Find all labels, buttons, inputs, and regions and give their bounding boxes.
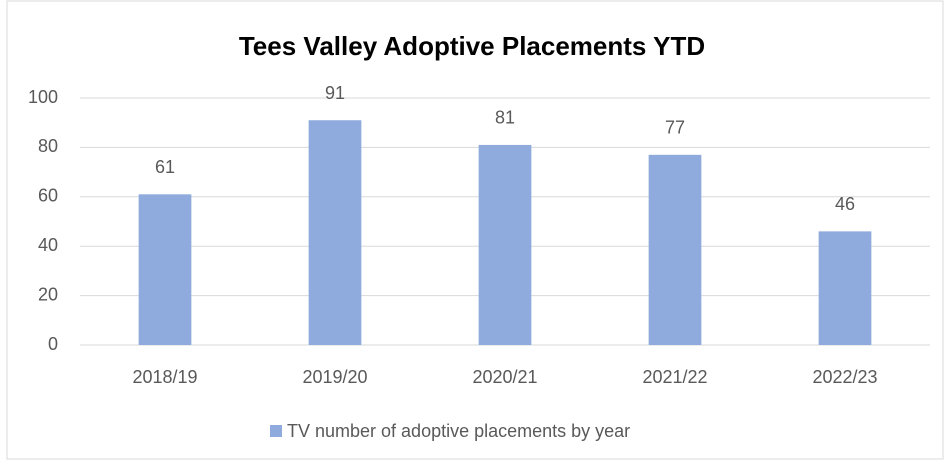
x-tick-label: 2019/20 xyxy=(302,367,367,387)
data-label: 91 xyxy=(325,83,345,103)
y-tick-label: 60 xyxy=(38,186,58,206)
y-tick-label: 80 xyxy=(38,136,58,156)
data-label: 61 xyxy=(155,157,175,177)
y-tick-label: 100 xyxy=(28,87,58,107)
x-tick-label: 2018/19 xyxy=(132,367,197,387)
x-tick-label: 2020/21 xyxy=(472,367,537,387)
legend-label: TV number of adoptive placements by year xyxy=(287,421,630,441)
x-tick-label: 2022/23 xyxy=(812,367,877,387)
bar xyxy=(818,231,872,345)
y-tick-label: 20 xyxy=(38,284,58,304)
bar xyxy=(648,154,702,345)
data-label: 77 xyxy=(665,118,685,138)
data-label: 46 xyxy=(835,194,855,214)
legend-swatch xyxy=(270,425,282,437)
chart-title: Tees Valley Adoptive Placements YTD xyxy=(239,31,705,61)
bar xyxy=(138,194,192,345)
x-tick-label: 2021/22 xyxy=(642,367,707,387)
y-tick-label: 0 xyxy=(48,334,58,354)
y-tick-label: 40 xyxy=(38,235,58,255)
bar xyxy=(308,120,362,345)
bar xyxy=(478,144,532,345)
data-label: 81 xyxy=(495,108,515,128)
